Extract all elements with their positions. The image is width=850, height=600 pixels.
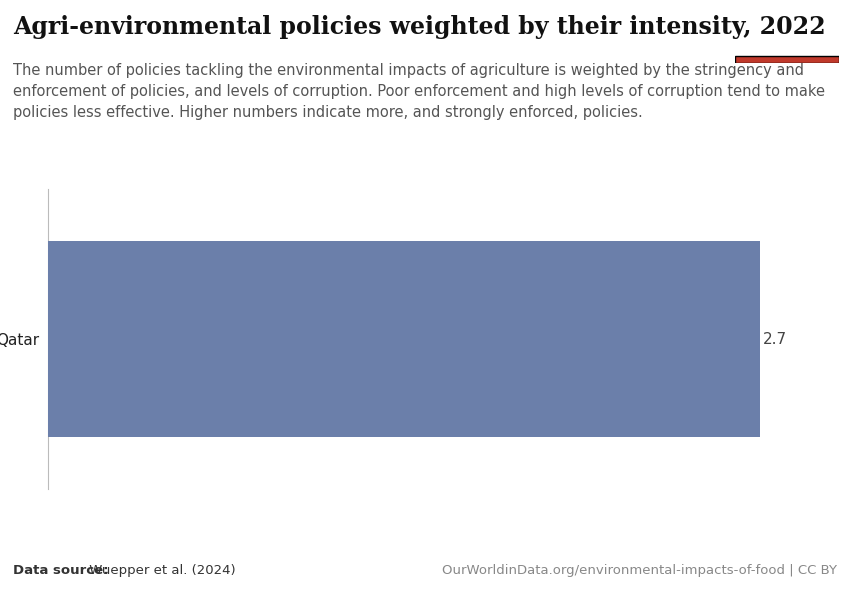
Text: Wuepper et al. (2024): Wuepper et al. (2024) xyxy=(85,564,235,577)
Bar xyxy=(48,241,760,437)
Text: 2.7: 2.7 xyxy=(763,331,787,346)
Text: Agri-environmental policies weighted by their intensity, 2022: Agri-environmental policies weighted by … xyxy=(13,15,825,39)
Text: OurWorldinData.org/environmental-impacts-of-food | CC BY: OurWorldinData.org/environmental-impacts… xyxy=(442,564,837,577)
Text: Our World: Our World xyxy=(756,19,819,29)
Text: The number of policies tackling the environmental impacts of agriculture is weig: The number of policies tackling the envi… xyxy=(13,63,824,120)
FancyBboxPatch shape xyxy=(735,56,839,63)
Text: in Data: in Data xyxy=(765,36,809,46)
Text: Data source:: Data source: xyxy=(13,564,108,577)
